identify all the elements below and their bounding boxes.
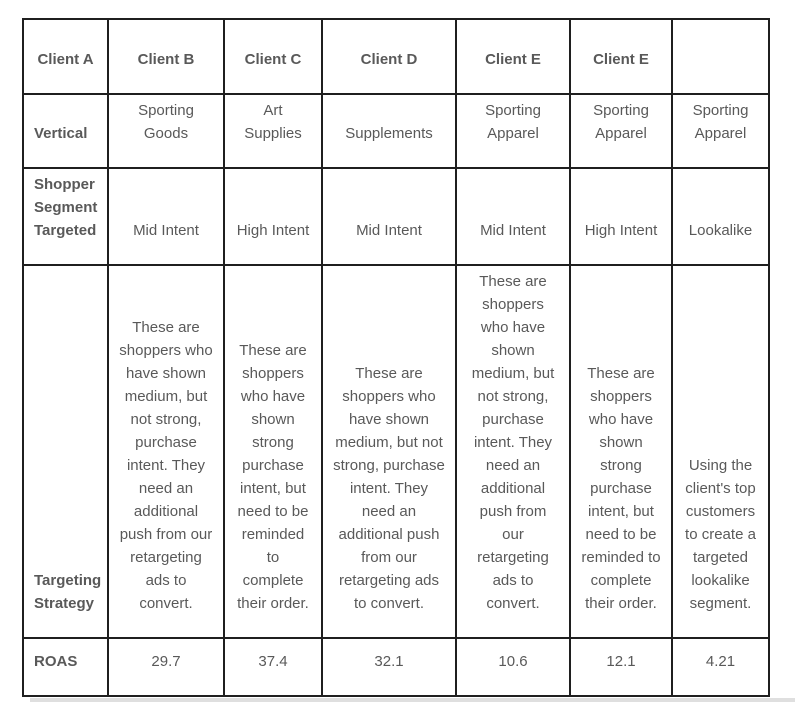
shopper-segment-cell: Mid Intent	[321, 167, 457, 266]
roas-cell: 12.1	[569, 637, 673, 697]
targeting-strategy-cell: These are shoppers who have shown medium…	[107, 264, 225, 639]
header-cell-client-a: Client A	[22, 18, 109, 95]
row-label-targeting-strategy: Targeting Strategy	[22, 264, 109, 639]
row-label-roas: ROAS	[22, 637, 109, 697]
page-shadow	[30, 698, 795, 702]
vertical-cell: Sporting Apparel	[569, 93, 673, 169]
header-cell-client-b: Client B	[107, 18, 225, 95]
table-row-vertical: Vertical Sporting Goods Art Supplies Sup…	[22, 93, 770, 169]
roas-cell: 37.4	[223, 637, 323, 697]
shopper-segment-cell: Mid Intent	[455, 167, 571, 266]
header-cell-client-c: Client C	[223, 18, 323, 95]
table-row-shopper-segment: Shopper Segment Targeted Mid Intent High…	[22, 167, 770, 266]
header-cell-client-e1: Client E	[455, 18, 571, 95]
targeting-strategy-cell: Using the client's top customers to crea…	[671, 264, 770, 639]
vertical-cell: Sporting Apparel	[671, 93, 770, 169]
targeting-strategy-cell: These are shoppers who have shown medium…	[455, 264, 571, 639]
vertical-cell: Sporting Goods	[107, 93, 225, 169]
targeting-strategy-cell: These are shoppers who have shown strong…	[569, 264, 673, 639]
table-row-header: Client A Client B Client C Client D Clie…	[22, 18, 770, 95]
comparison-table: Client A Client B Client C Client D Clie…	[22, 18, 770, 697]
row-label-vertical: Vertical	[22, 93, 109, 169]
shopper-segment-cell: High Intent	[223, 167, 323, 266]
roas-cell: 32.1	[321, 637, 457, 697]
shopper-segment-cell: Mid Intent	[107, 167, 225, 266]
shopper-segment-cell: Lookalike	[671, 167, 770, 266]
roas-cell: 4.21	[671, 637, 770, 697]
vertical-cell: Supplements	[321, 93, 457, 169]
targeting-strategy-cell: These are shoppers who have shown strong…	[223, 264, 323, 639]
roas-cell: 10.6	[455, 637, 571, 697]
header-cell-client-d: Client D	[321, 18, 457, 95]
roas-cell: 29.7	[107, 637, 225, 697]
header-cell-client-e2: Client E	[569, 18, 673, 95]
row-label-shopper-segment: Shopper Segment Targeted	[22, 167, 109, 266]
table-row-roas: ROAS 29.7 37.4 32.1 10.6 12.1 4.21	[22, 637, 770, 697]
shopper-segment-cell: High Intent	[569, 167, 673, 266]
empty-header-cell	[671, 18, 770, 95]
targeting-strategy-cell: These are shoppers who have shown medium…	[321, 264, 457, 639]
table-row-targeting-strategy: Targeting Strategy These are shoppers wh…	[22, 264, 770, 639]
vertical-cell: Art Supplies	[223, 93, 323, 169]
vertical-cell: Sporting Apparel	[455, 93, 571, 169]
